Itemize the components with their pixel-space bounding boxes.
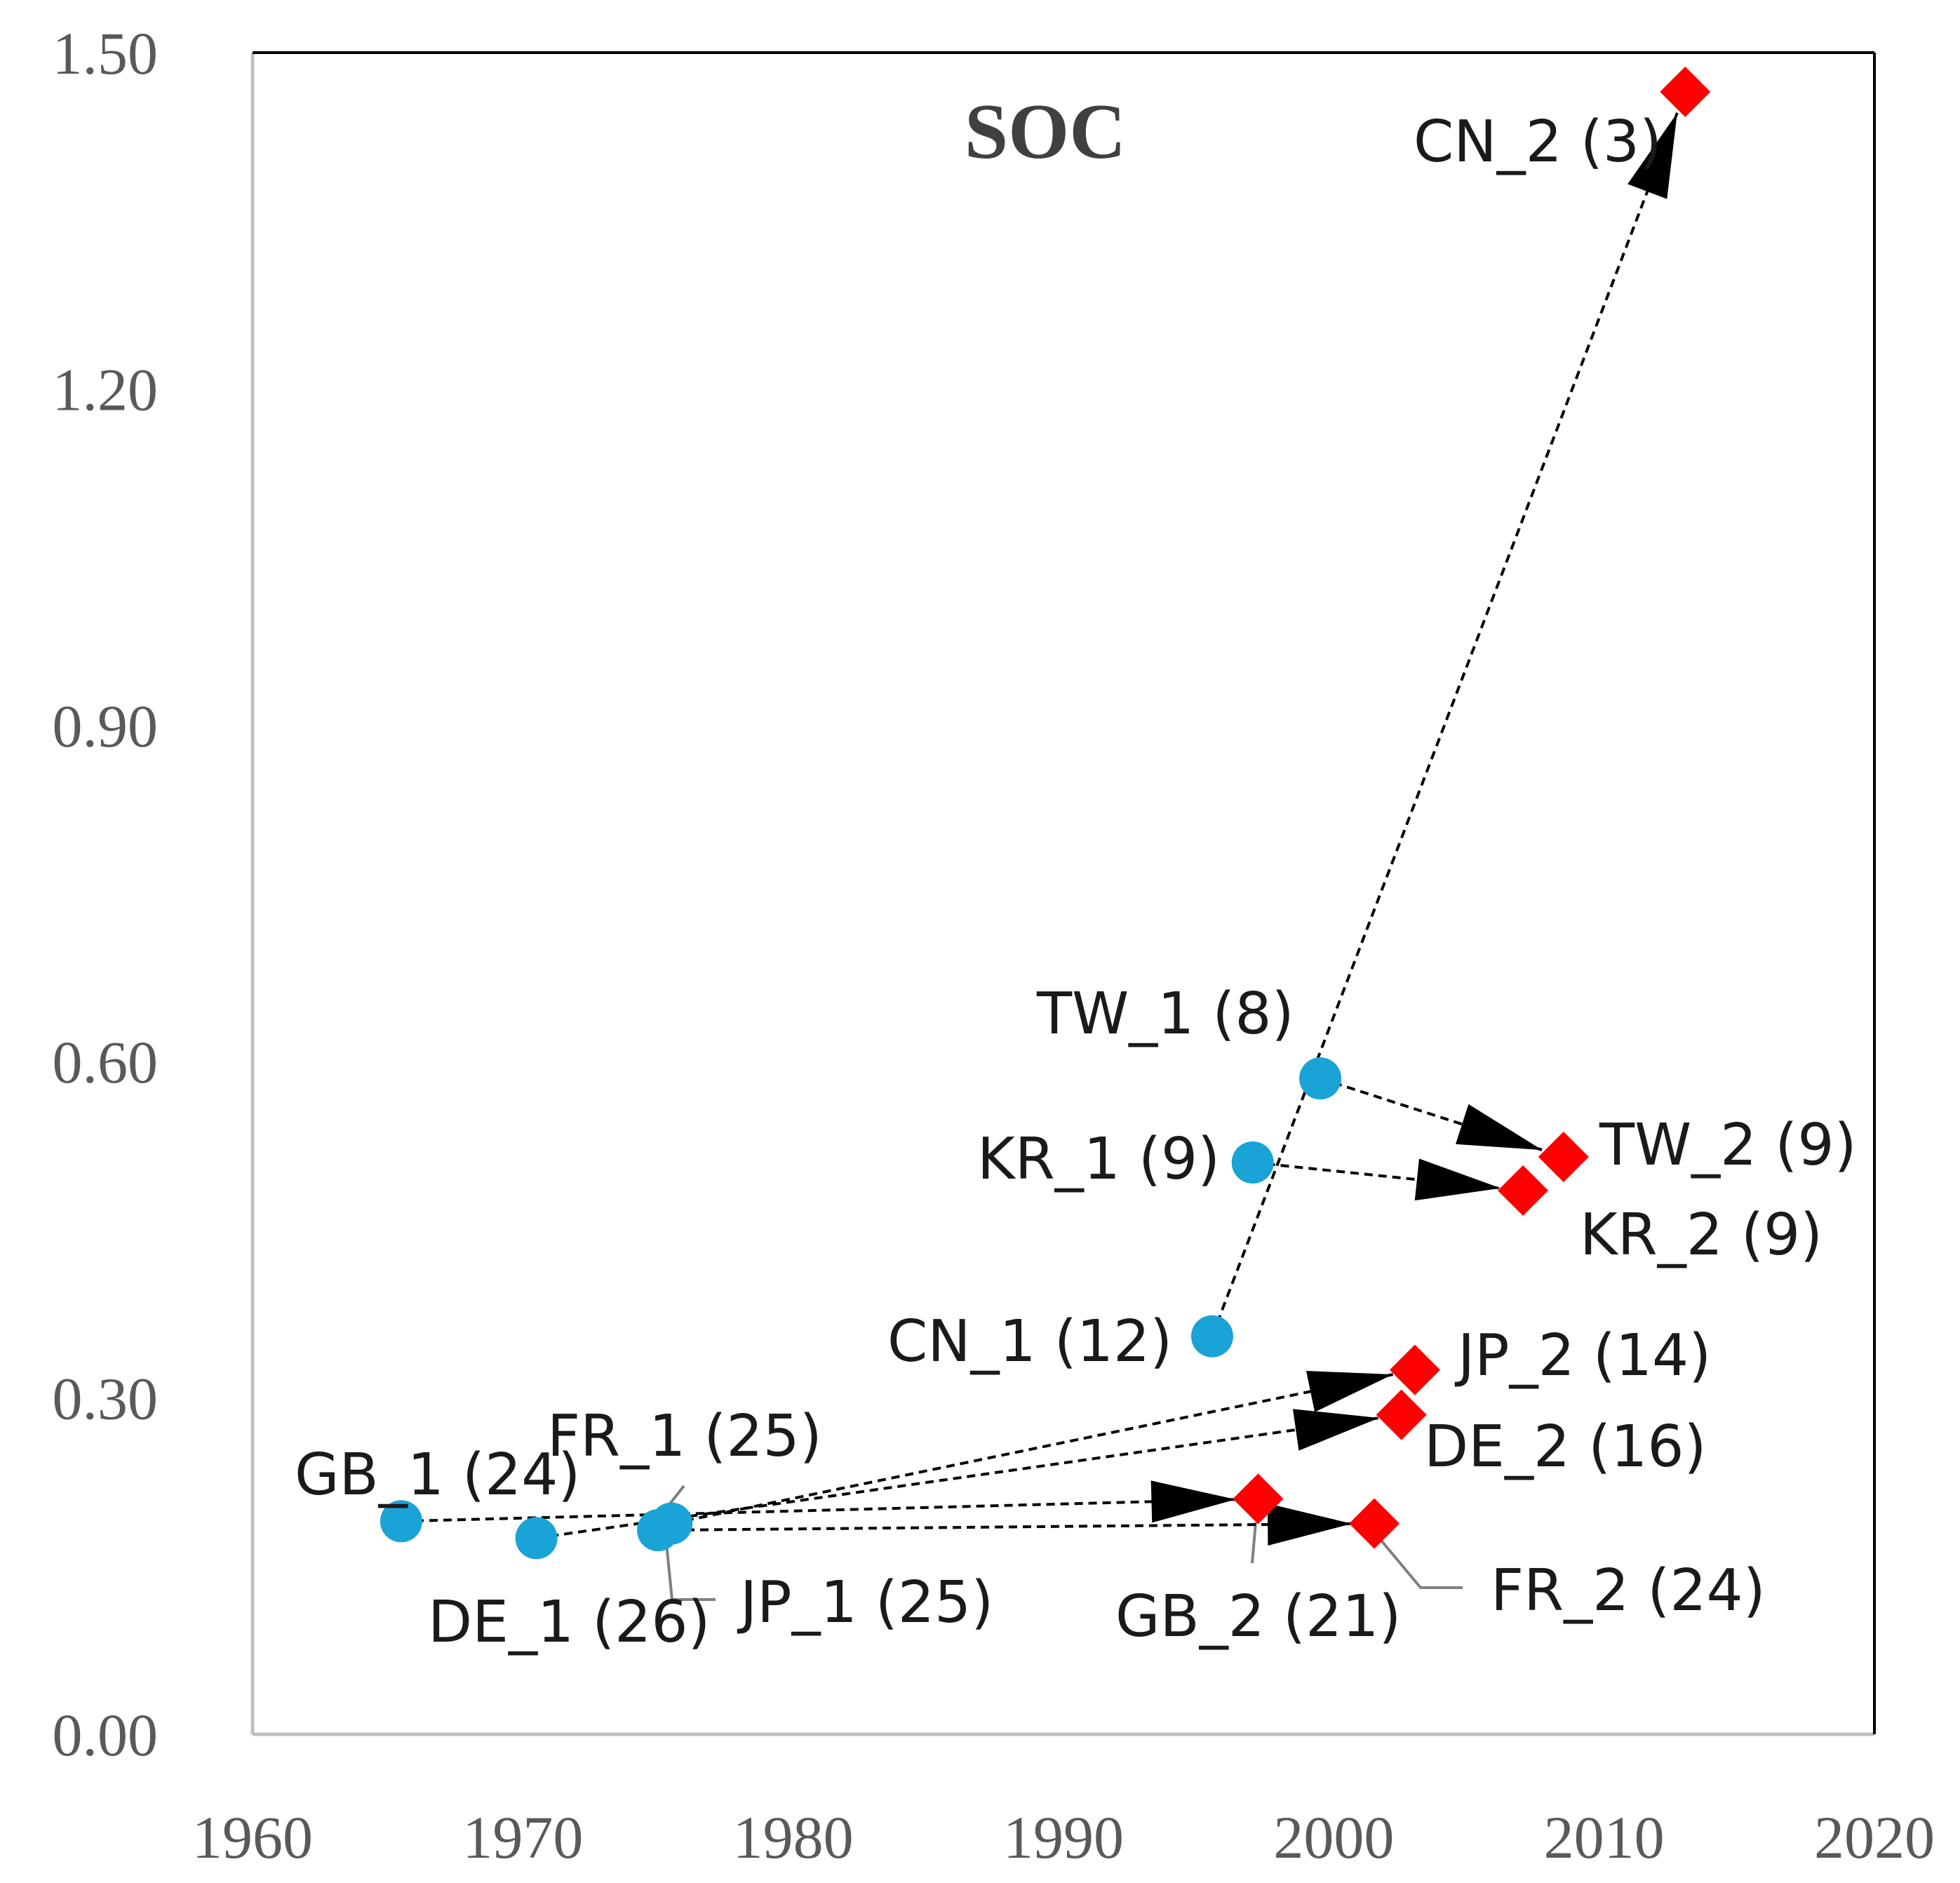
x-tick-label: 1990: [1003, 1804, 1124, 1871]
label-fr-2: FR_2 (24): [1491, 1557, 1766, 1624]
point-jp-1: [650, 1502, 693, 1545]
arrowhead-jp: [1306, 1371, 1393, 1412]
x-tick-label: 2000: [1273, 1804, 1394, 1871]
point-fr-2: [1349, 1498, 1400, 1549]
y-tick-label: 0.60: [53, 1028, 159, 1096]
label-kr-2: KR_2 (9): [1580, 1202, 1823, 1268]
point-cn-1: [1190, 1315, 1233, 1358]
point-gb-2: [1233, 1473, 1284, 1525]
arrowhead-tw: [1455, 1104, 1543, 1151]
x-tick-label: 2020: [1814, 1804, 1935, 1871]
label-tw-1: TW_1 (8): [1036, 981, 1294, 1047]
point-gb-1: [380, 1500, 422, 1543]
transition-arrow-fr: [657, 1522, 1352, 1532]
leader-line-gb-2: [1251, 1522, 1257, 1564]
point-jp-2: [1389, 1344, 1440, 1395]
transition-arrow-cn: [1211, 112, 1679, 1337]
label-cn-2: CN_2 (3): [1414, 109, 1662, 175]
point-tw-2: [1538, 1132, 1589, 1183]
y-tick-label: 0.30: [53, 1365, 159, 1433]
leader-line-fr-2: [1374, 1532, 1463, 1589]
y-tick-label: 0.90: [53, 692, 159, 760]
y-tick-label: 1.20: [53, 356, 159, 423]
label-tw-2: TW_2 (9): [1599, 1112, 1857, 1179]
arrowhead-kr: [1414, 1158, 1501, 1201]
label-de-1: DE_1 (26): [428, 1589, 711, 1656]
x-tick-label: 1980: [733, 1804, 854, 1871]
point-de-1: [515, 1517, 558, 1560]
arrowhead-gb: [1150, 1480, 1236, 1523]
label-fr-1: FR_1 (25): [547, 1403, 822, 1470]
point-cn-2: [1660, 66, 1711, 117]
transition-arrow-tw: [1320, 1077, 1543, 1152]
point-kr-2: [1498, 1165, 1549, 1216]
transition-arrow-gb: [401, 1498, 1236, 1523]
leader-line-jp-1: [665, 1543, 716, 1601]
x-tick-label: 1970: [462, 1804, 583, 1871]
label-gb-1: GB_1 (24): [295, 1442, 580, 1508]
label-jp-1: JP_1 (25): [737, 1569, 993, 1636]
label-cn-1: CN_1 (12): [887, 1308, 1172, 1375]
chart-title: SOC: [965, 88, 1126, 175]
y-tick-label: 0.00: [53, 1701, 159, 1769]
label-jp-2: JP_2 (14): [1454, 1322, 1711, 1389]
label-kr-1: KR_1 (9): [977, 1126, 1220, 1193]
arrowhead-fr: [1267, 1503, 1352, 1546]
label-de-2: DE_2 (16): [1424, 1414, 1707, 1480]
arrowhead-de: [1292, 1409, 1379, 1451]
transition-arrow-jp: [671, 1373, 1393, 1525]
point-tw-1: [1299, 1057, 1342, 1100]
x-tick-label: 1960: [192, 1804, 313, 1871]
point-kr-1: [1231, 1141, 1274, 1184]
arrowhead-cn: [1627, 112, 1677, 199]
y-tick-label: 1.50: [53, 20, 159, 87]
point-de-2: [1376, 1389, 1427, 1440]
x-tick-label: 2010: [1544, 1804, 1665, 1871]
label-gb-2: GB_2 (21): [1115, 1583, 1401, 1650]
